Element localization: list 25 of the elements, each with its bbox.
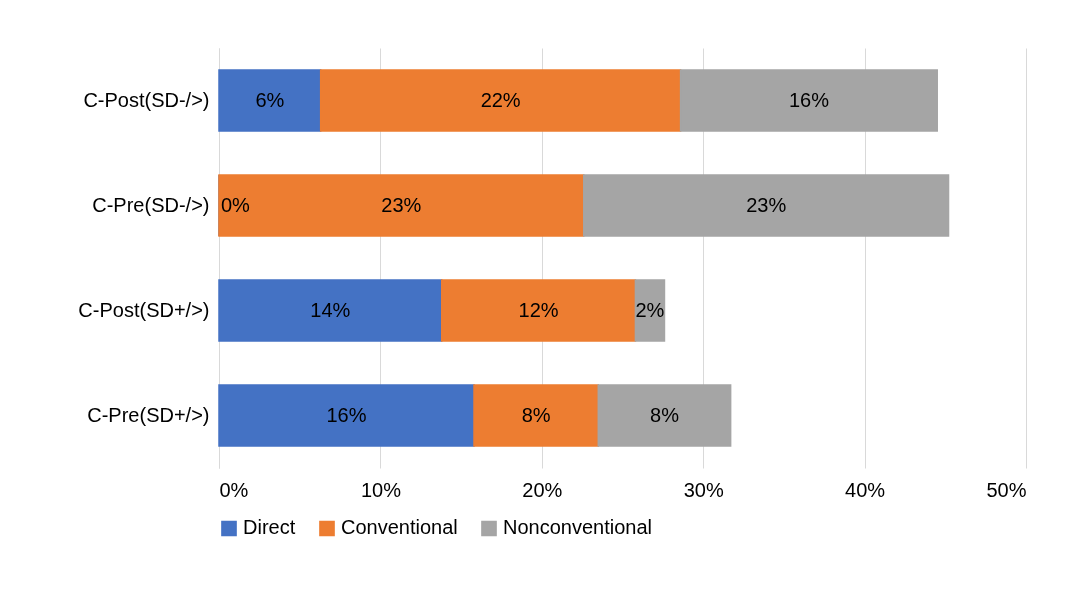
legend-label: Nonconventional xyxy=(503,516,652,539)
legend-label: Direct xyxy=(243,516,296,539)
data-label: 8% xyxy=(521,403,551,426)
x-tick-label: 30% xyxy=(683,478,724,501)
y-tick-label: C-Post(SD-/>) xyxy=(83,88,210,111)
data-label: 6% xyxy=(255,88,285,111)
data-label: 16% xyxy=(788,88,830,111)
y-tick-label: C-Pre(SD+/>) xyxy=(87,403,210,426)
legend-label: Conventional xyxy=(341,516,458,539)
data-label: 12% xyxy=(518,298,559,321)
x-tick-label: 20% xyxy=(522,478,563,501)
data-label: 23% xyxy=(746,193,787,216)
data-label: 16% xyxy=(326,403,367,426)
x-tick-label: 0% xyxy=(219,478,249,501)
y-tick-label: C-Pre(SD-/>) xyxy=(92,193,210,216)
data-label: 23% xyxy=(381,193,422,216)
y-tick-label: C-Post(SD+/>) xyxy=(78,298,210,321)
data-label: 2% xyxy=(635,298,665,321)
x-tick-label: 40% xyxy=(845,478,886,501)
data-label: 0% xyxy=(221,193,251,216)
data-label: 14% xyxy=(310,298,351,321)
x-tick-label: 50% xyxy=(986,478,1027,501)
data-label: 8% xyxy=(650,403,680,426)
x-tick-label: 10% xyxy=(360,478,402,501)
data-label: 22% xyxy=(480,88,521,111)
